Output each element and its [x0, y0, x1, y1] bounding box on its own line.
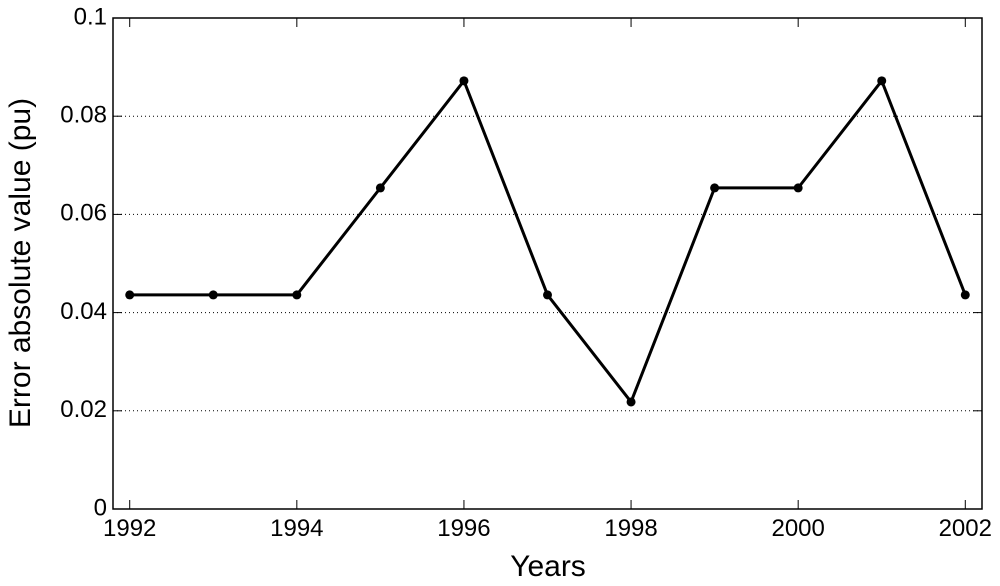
point	[125, 290, 135, 300]
x-tick-label: 1996	[437, 515, 490, 542]
point	[793, 183, 803, 193]
x-tick-label: 1994	[270, 515, 323, 542]
x-tick-label: 2000	[771, 515, 824, 542]
x-tick-label: 1998	[604, 515, 657, 542]
x-tick-label: 2002	[939, 515, 992, 542]
y-tick-label: 0.04	[60, 298, 107, 325]
point	[543, 290, 552, 300]
x-axis-label: Years	[510, 550, 586, 583]
point	[375, 183, 385, 193]
y-tick-label: 0.06	[60, 200, 107, 227]
point	[208, 290, 218, 300]
y-tick-label: 0.08	[60, 102, 107, 129]
point	[292, 290, 302, 300]
y-tick-label: 0.02	[60, 396, 107, 423]
y-tick-label: 0.1	[74, 3, 107, 30]
point	[960, 290, 970, 300]
point	[459, 76, 469, 86]
point	[710, 183, 720, 193]
y-axis-label: Error absolute value (pu)	[4, 98, 37, 428]
point	[877, 76, 887, 86]
y-tick-label: 0	[94, 494, 107, 521]
point	[626, 397, 636, 407]
plot-frame	[112, 17, 983, 510]
x-tick-label: 1992	[103, 515, 156, 542]
